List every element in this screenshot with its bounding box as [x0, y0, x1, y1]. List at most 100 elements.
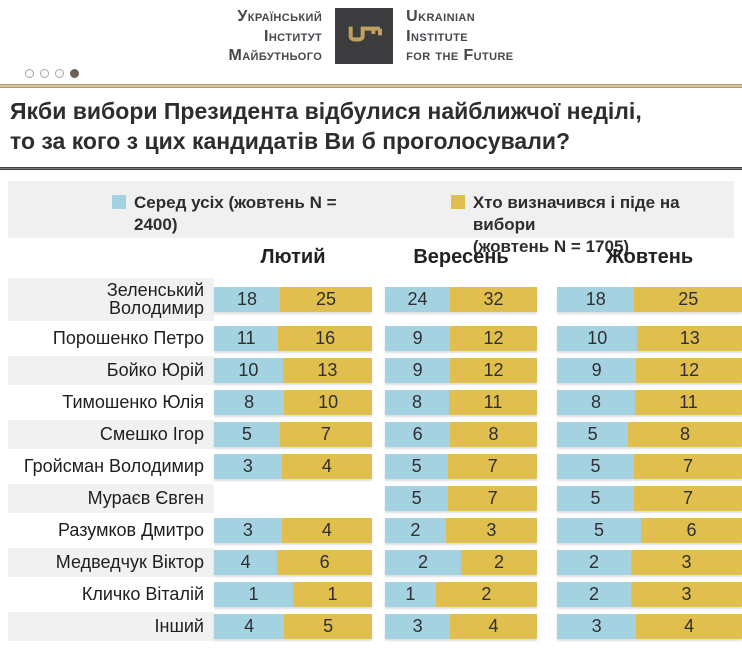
bar-segment-all: 10: [214, 357, 283, 383]
bar-segment-all: 24: [385, 286, 451, 312]
poll-table: Лютий Вересень Жовтень Зеленський Володи…: [0, 246, 742, 644]
bar-segment-all: 3: [385, 613, 451, 639]
bar-group-Лютий: 11 16: [214, 325, 372, 351]
legend-label-decided: Хто визначився і піде на вибори (жовтень…: [473, 192, 734, 258]
table-row: Мураєв Євген 5 7 5 7: [0, 483, 742, 513]
bar-segment-all: 5: [385, 453, 449, 479]
org-name-en-line3: for the Future: [406, 47, 514, 65]
poll-rows: Зеленський Володимир 18 25 24 32 18 25 Порошенк…: [0, 278, 742, 641]
org-name-en-line2: Institute: [406, 27, 468, 45]
bar-segment-all: 5: [214, 421, 280, 447]
bar-segment-decided: 12: [636, 357, 742, 383]
page-title-line2: то за кого з цих кандидатів Ви б проголо…: [10, 128, 571, 155]
bar-segment-decided: 12: [450, 357, 537, 383]
bar-segment-all: 4: [214, 613, 285, 639]
bar-segment-all: 3: [214, 517, 282, 543]
bar-group-Жовтень: 9 12: [557, 357, 742, 383]
legend-label-decided-line2: (жовтень N = 1705): [472, 237, 630, 257]
gold-divider: [0, 84, 742, 88]
stacked-bar: 11 16: [214, 325, 372, 351]
bar-segment-decided: 2: [435, 581, 537, 607]
bar-segment-decided: 3: [631, 549, 742, 575]
bar-segment-all: 4: [214, 549, 278, 575]
pagination-dot-1[interactable]: [25, 69, 34, 78]
candidate-label: Медведчук Віктор: [8, 547, 214, 577]
bar-group-Вересень: 24 32: [385, 286, 537, 312]
bar-segment-all: 9: [385, 357, 451, 383]
bar-segment-decided: 6: [641, 517, 742, 543]
bar-segment-all: 8: [385, 389, 449, 415]
bar-segment-all: 5: [557, 485, 635, 511]
bar-segment-decided: 4: [281, 517, 372, 543]
column-header-october: Жовтень: [605, 246, 694, 268]
stacked-bar: 9 12: [385, 325, 537, 351]
bar-group-Лютий: 18 25: [214, 286, 372, 312]
pagination-dot-2[interactable]: [40, 69, 49, 78]
candidate-label: Мураєв Євген: [8, 483, 214, 513]
bar-segment-decided: 16: [278, 325, 372, 351]
column-headers: Лютий Вересень Жовтень: [0, 246, 742, 269]
stacked-bar: 8 11: [385, 389, 537, 415]
candidate-label: Зеленський Володимир: [8, 278, 214, 321]
bar-group-Жовтень: 8 11: [557, 389, 742, 415]
bar-segment-decided: 2: [461, 549, 537, 575]
bar-group-Вересень: 9 12: [385, 325, 537, 351]
column-header-september: Вересень: [413, 246, 509, 268]
bar-segment-all: 1: [385, 581, 436, 607]
stacked-bar: 8 10: [214, 389, 372, 415]
org-name-en-line1: Ukrainian: [406, 8, 476, 25]
bar-segment-all: 2: [557, 581, 631, 607]
org-name-uk-line3: Майбутнього: [228, 47, 323, 65]
table-row: Порошенко Петро 11 16 9 12 10 13: [0, 324, 742, 353]
bar-segment-decided: 4: [636, 613, 742, 639]
bar-segment-decided: 11: [449, 389, 537, 415]
candidate-label: Разумков Дмитро: [58, 520, 204, 541]
bar-group-Жовтень: 10 13: [557, 325, 742, 351]
candidate-label: Смешко Ігор: [8, 419, 214, 449]
stacked-bar: 18 25: [214, 286, 372, 312]
bar-segment-decided: 1: [293, 581, 372, 607]
org-name-uk-line1: Український: [237, 8, 323, 25]
legend-label-all: Серед усіх (жовтень N = 2400): [134, 193, 337, 235]
bar-segment-all: 5: [557, 517, 642, 543]
bar-group-Лютий: 8 10: [214, 389, 372, 415]
pagination-dot-4-active[interactable]: [70, 69, 79, 78]
bar-segment-all: 3: [214, 453, 282, 479]
bar-segment-decided: 10: [284, 389, 372, 415]
table-row: Гройсман Володимир 3 4 5 7 5 7: [0, 452, 742, 481]
bar-segment-decided: 7: [634, 453, 742, 479]
org-name-english: Ukrainian Institute for the Future: [406, 7, 513, 66]
table-row: Кличко Віталій 1 1 1 2 2 3: [0, 580, 742, 609]
bar-segment-all: 5: [557, 453, 635, 479]
table-row: Смешко Ігор 5 7 6 8 5 8: [0, 419, 742, 449]
stacked-bar: 10 13: [557, 325, 742, 351]
legend-swatch-yellow: [450, 195, 465, 209]
candidate-label: Порошенко Петро: [52, 328, 204, 349]
bar-segment-decided: 7: [448, 453, 537, 479]
pagination-dot-3[interactable]: [55, 69, 64, 78]
org-name-uk-line2: Інститут: [263, 27, 323, 45]
bar-segment-decided: 6: [277, 549, 372, 575]
bar-segment-decided: 25: [280, 286, 372, 312]
bar-segment-decided: 8: [450, 421, 537, 447]
stacked-bar: 8 11: [557, 389, 742, 415]
bar-segment-all: 2: [557, 549, 631, 575]
